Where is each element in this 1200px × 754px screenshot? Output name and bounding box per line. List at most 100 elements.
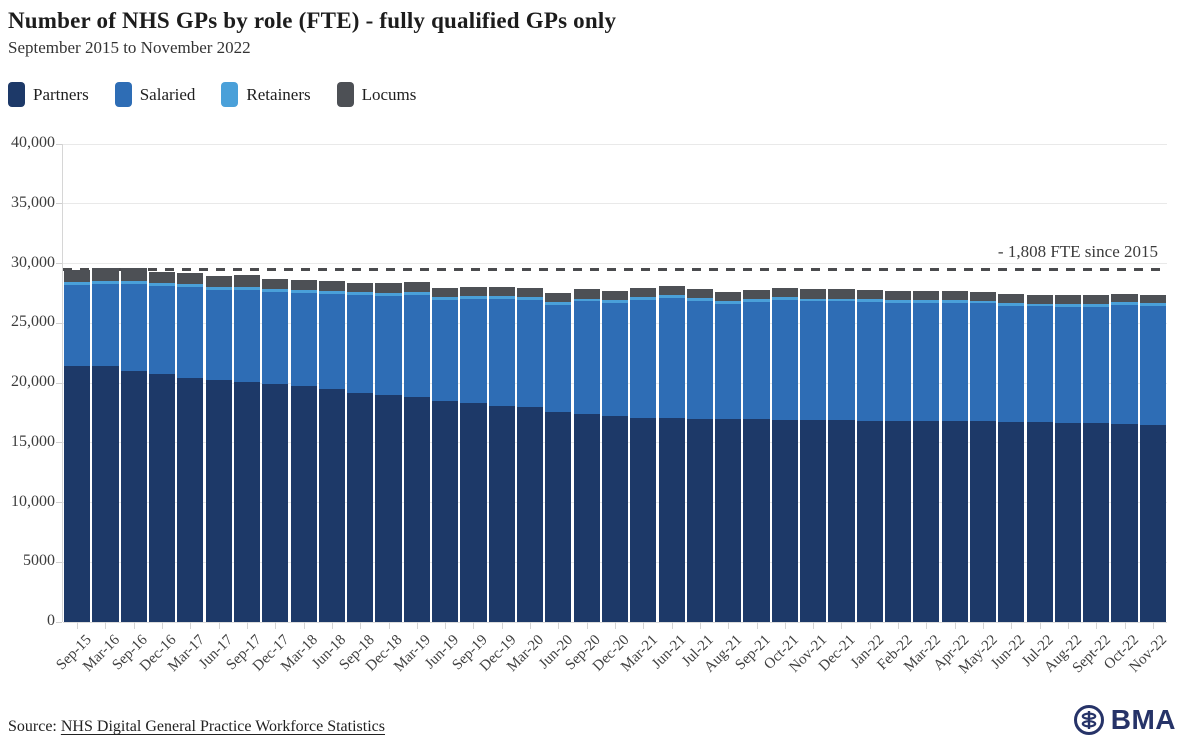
x-tick-mark: [756, 622, 758, 629]
legend-item-partners[interactable]: Partners: [8, 82, 89, 107]
legend-label: Partners: [33, 84, 89, 104]
y-tick-mark: [56, 203, 62, 205]
segment-locums: [1026, 295, 1053, 304]
bar-mar-21[interactable]: [630, 287, 657, 622]
segment-locums: [856, 289, 883, 299]
bar-sept-22[interactable]: [1083, 295, 1110, 622]
segment-retainers: [517, 296, 544, 300]
legend-swatch-icon: [221, 82, 239, 107]
segment-locums: [545, 292, 572, 302]
segment-retainers: [64, 282, 91, 286]
x-tick-mark: [360, 622, 362, 629]
bar-jul-21[interactable]: [686, 288, 713, 622]
segment-retainers: [743, 299, 770, 303]
x-tick-mark: [445, 622, 447, 629]
chart-subtitle: September 2015 to November 2022: [8, 38, 251, 57]
segment-salaried: [771, 299, 798, 420]
source-note: Source: NHS Digital General Practice Wor…: [8, 718, 385, 736]
x-tick-mark: [331, 622, 333, 629]
bar-jun-18[interactable]: [318, 280, 345, 622]
segment-locums: [998, 294, 1025, 304]
segment-partners: [460, 403, 487, 622]
bar-oct-22[interactable]: [1111, 293, 1138, 622]
bar-mar-17[interactable]: [177, 272, 204, 622]
bar-nov-22[interactable]: [1139, 294, 1166, 622]
bar-sep-17[interactable]: [233, 275, 261, 622]
bar-sep-19[interactable]: [460, 286, 487, 622]
segment-salaried: [460, 298, 487, 404]
bar-sep-20[interactable]: [573, 289, 600, 622]
bar-mar-19[interactable]: [403, 281, 430, 622]
segment-salaried: [998, 305, 1025, 422]
bar-jun-19[interactable]: [432, 287, 459, 622]
bar-sep-21[interactable]: [743, 290, 770, 622]
bar-dec-16[interactable]: [149, 271, 176, 622]
bar-jun-22[interactable]: [998, 294, 1025, 622]
legend-label: Salaried: [139, 84, 196, 104]
x-tick-mark: [162, 622, 164, 629]
x-tick-mark: [728, 622, 730, 629]
bar-mar-20[interactable]: [517, 287, 544, 622]
segment-salaried: [686, 300, 713, 419]
bar-jun-20[interactable]: [545, 292, 572, 622]
chart-title: Number of NHS GPs by role (FTE) - fully …: [8, 8, 617, 33]
bar-apr-22[interactable]: [941, 291, 968, 622]
segment-locums: [743, 290, 770, 300]
segment-locums: [630, 287, 657, 297]
legend: Partners Salaried Retainers Locums: [8, 82, 416, 107]
bar-nov-21[interactable]: [800, 289, 827, 622]
segment-salaried: [1111, 304, 1138, 424]
bar-mar-22[interactable]: [913, 291, 940, 622]
legend-item-retainers[interactable]: Retainers: [221, 82, 311, 107]
bar-sep-16[interactable]: [120, 267, 147, 622]
bma-wordmark: BMA: [1110, 704, 1176, 735]
plot-area: - 1,808 FTE since 2015 40,000 35,000 30,00…: [11, 134, 1170, 677]
segment-salaried: [64, 285, 91, 366]
segment-locums: [403, 281, 430, 292]
bar-mar-16[interactable]: [92, 267, 119, 622]
bar-may-22[interactable]: [969, 291, 997, 622]
segment-locums: [290, 279, 317, 290]
segment-locums: [375, 283, 402, 294]
bar-dec-20[interactable]: [601, 291, 629, 622]
segment-salaried: [715, 303, 742, 420]
bar-jan-22[interactable]: [856, 289, 883, 622]
segment-retainers: [149, 282, 176, 286]
segment-partners: [92, 366, 119, 622]
segment-retainers: [347, 292, 374, 296]
segment-salaried: [375, 296, 402, 395]
segment-partners: [743, 419, 770, 622]
bar-jun-17[interactable]: [205, 275, 232, 622]
bar-sep-18[interactable]: [347, 282, 374, 622]
segment-retainers: [177, 284, 204, 287]
legend-item-salaried[interactable]: Salaried: [114, 82, 196, 107]
segment-partners: [715, 419, 742, 622]
bar-dec-19[interactable]: [488, 286, 515, 622]
bar-oct-21[interactable]: [771, 288, 798, 622]
bar-sep-15[interactable]: [64, 269, 91, 622]
segment-retainers: [1083, 304, 1110, 307]
segment-retainers: [601, 300, 629, 304]
segment-retainers: [233, 286, 261, 290]
segment-locums: [233, 275, 261, 287]
bar-feb-22[interactable]: [885, 291, 912, 622]
bar-dec-18[interactable]: [375, 283, 402, 622]
x-tick-mark: [954, 622, 956, 629]
legend-item-locums[interactable]: Locums: [336, 82, 416, 107]
segment-locums: [149, 271, 176, 283]
bar-mar-18[interactable]: [290, 279, 317, 622]
bar-aug-22[interactable]: [1054, 295, 1081, 622]
segment-partners: [771, 419, 798, 622]
segment-partners: [969, 421, 997, 622]
bar-dec-17[interactable]: [262, 278, 289, 622]
segment-locums: [205, 275, 232, 287]
bar-jul-22[interactable]: [1026, 295, 1053, 622]
segment-partners: [375, 394, 402, 622]
source-link[interactable]: NHS Digital General Practice Workforce S…: [60, 718, 385, 735]
segment-partners: [1026, 422, 1053, 622]
bar-aug-21[interactable]: [715, 291, 742, 622]
x-tick-mark: [869, 622, 871, 629]
bar-jun-21[interactable]: [658, 285, 685, 622]
bar-dec-21[interactable]: [828, 289, 855, 622]
